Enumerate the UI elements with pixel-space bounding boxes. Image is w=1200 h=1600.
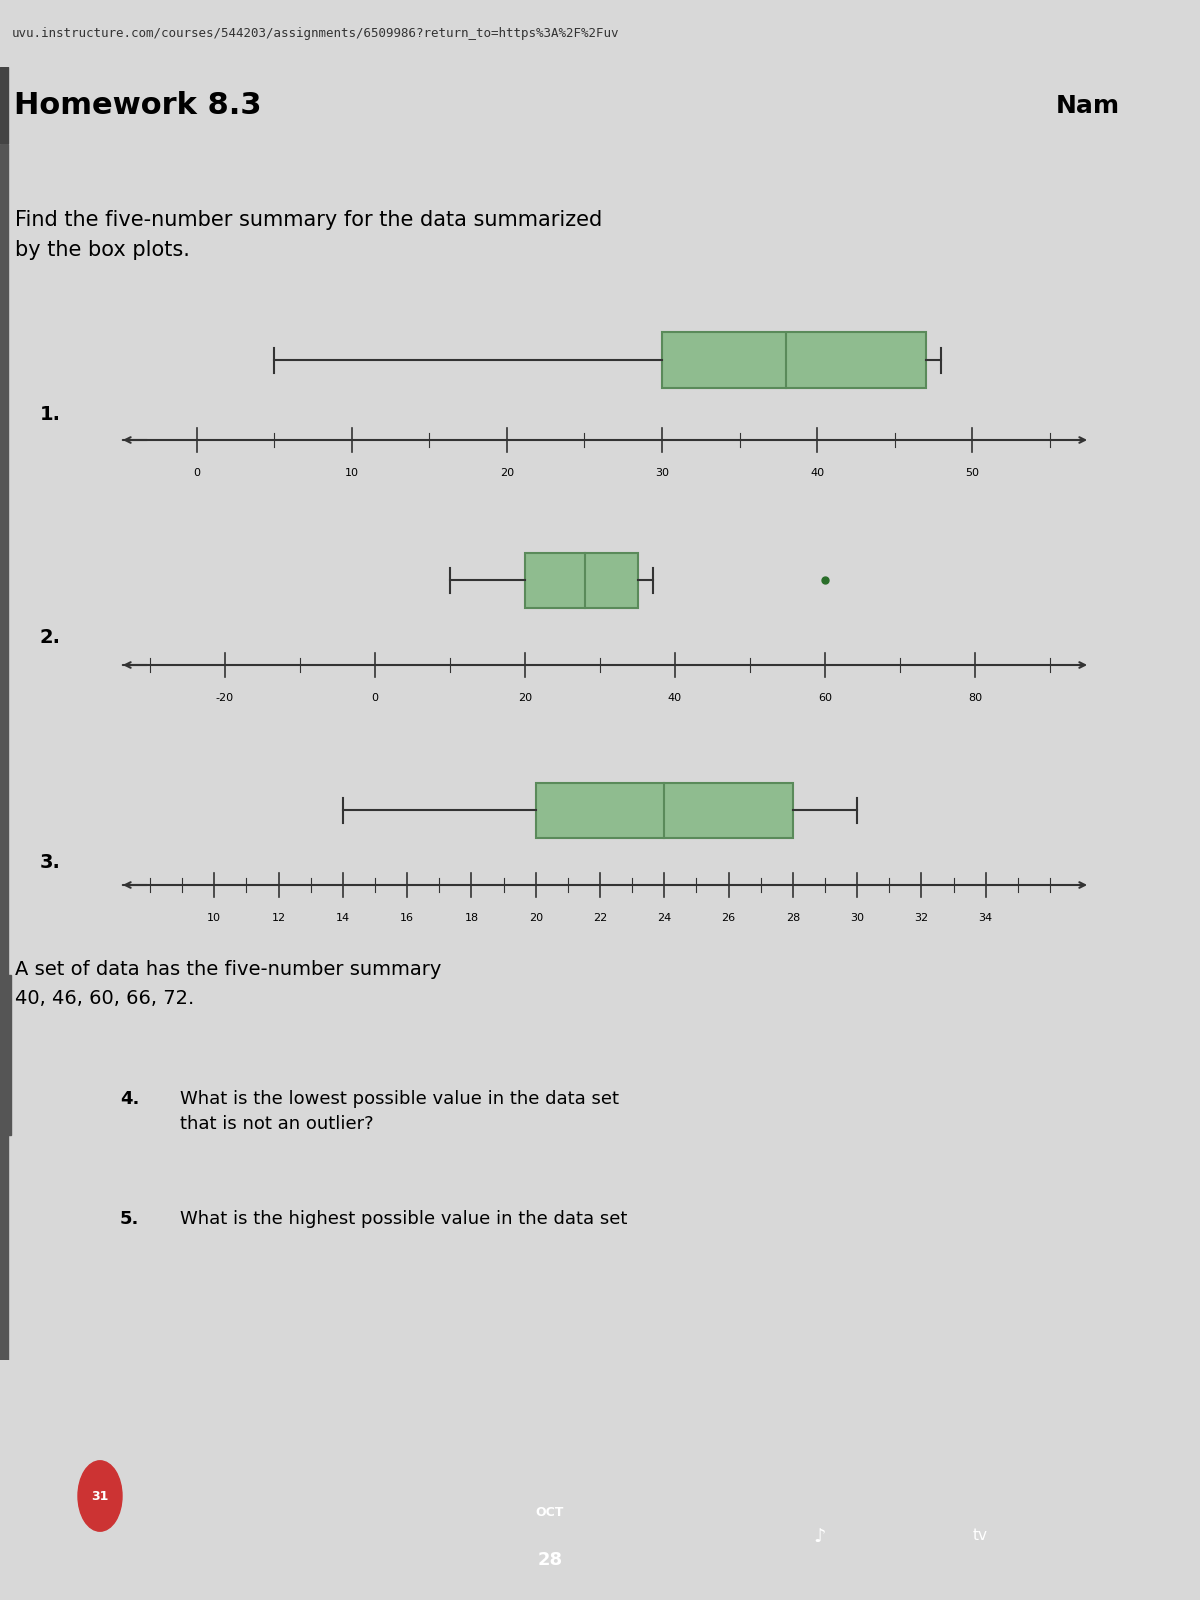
Text: -20: -20 [216,693,234,702]
Text: 3.: 3. [40,853,60,872]
Text: 22: 22 [593,914,607,923]
Text: Nam: Nam [1056,93,1120,117]
Text: 10: 10 [208,914,221,923]
Bar [5,974,11,1134]
Text: A set of data has the five-number summary
40, 46, 60, 66, 72.: A set of data has the five-number summar… [14,960,442,1008]
Text: 34: 34 [979,914,992,923]
Text: 10: 10 [344,467,359,478]
Text: 26: 26 [721,914,736,923]
Text: uvu.instructure.com/courses/544203/assignments/6509986?return_to=https%3A%2F%2Fu: uvu.instructure.com/courses/544203/assig… [12,27,619,40]
Bar [0,144,8,1360]
Text: 5.: 5. [120,1210,139,1229]
Text: 0: 0 [372,693,378,702]
Bar [0,67,8,144]
Bar [662,333,926,387]
Text: 28: 28 [538,1550,563,1570]
Text: 2.: 2. [40,627,60,646]
Circle shape [78,1461,122,1531]
Text: 14: 14 [336,914,350,923]
Text: 1.: 1. [40,405,60,424]
Text: What is the lowest possible value in the data set
that is not an outlier?: What is the lowest possible value in the… [180,1090,619,1133]
Text: 20: 20 [529,914,542,923]
Text: 32: 32 [914,914,929,923]
Text: tv: tv [972,1528,988,1544]
Text: 50: 50 [966,467,979,478]
Text: 30: 30 [655,467,670,478]
Text: 28: 28 [786,914,800,923]
Text: 40: 40 [810,467,824,478]
Text: 31: 31 [91,1490,109,1502]
Bar [535,782,793,837]
Text: 20: 20 [500,467,514,478]
Text: Homework 8.3: Homework 8.3 [14,91,262,120]
Text: What is the highest possible value in the data set: What is the highest possible value in th… [180,1210,628,1229]
Text: 4.: 4. [120,1090,139,1107]
Text: 80: 80 [968,693,982,702]
Text: 0: 0 [193,467,200,478]
Text: 20: 20 [518,693,532,702]
Bar [526,552,637,608]
Text: OCT: OCT [536,1506,564,1518]
Text: 18: 18 [464,914,479,923]
Text: 12: 12 [271,914,286,923]
Text: 30: 30 [850,914,864,923]
Text: 16: 16 [400,914,414,923]
Text: ♪: ♪ [814,1526,827,1546]
Text: 40: 40 [668,693,682,702]
Text: 60: 60 [818,693,832,702]
Text: 24: 24 [658,914,672,923]
Text: Find the five-number summary for the data summarized
by the box plots.: Find the five-number summary for the dat… [14,210,602,259]
